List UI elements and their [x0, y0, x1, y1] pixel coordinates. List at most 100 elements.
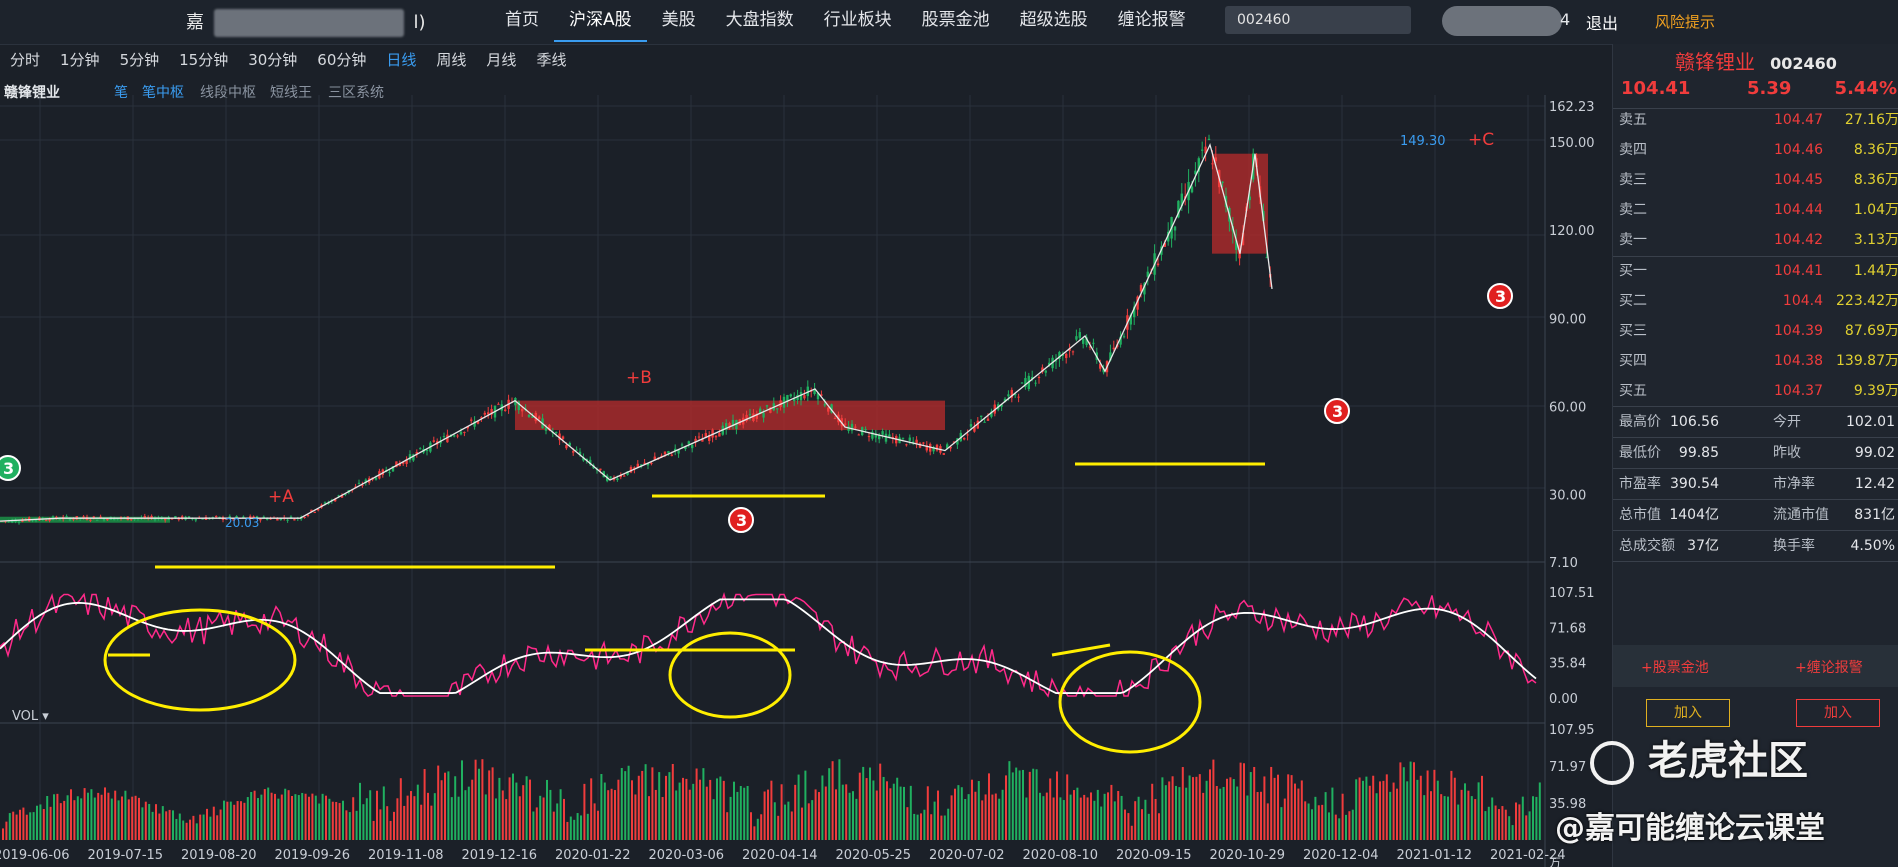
timeframe-tab-5[interactable]: 60分钟	[317, 51, 367, 69]
indicator-toggle-4[interactable]: 三区系统	[328, 85, 384, 101]
candle-body	[643, 462, 646, 464]
volume-bar	[1453, 777, 1456, 840]
volume-bar	[920, 813, 922, 840]
volume-bar	[223, 800, 225, 840]
candle-body	[589, 459, 592, 465]
timeframe-tab-0[interactable]: 分时	[10, 51, 41, 69]
timeframe-tab-6[interactable]: 日线	[386, 51, 417, 69]
candle-body	[483, 412, 486, 415]
candle-body	[619, 474, 622, 478]
volume-bar	[1487, 806, 1490, 840]
nav-item-6[interactable]: 超级选股	[1019, 10, 1088, 30]
nav-item-7[interactable]: 缠论报警	[1117, 10, 1186, 30]
candle-body	[1109, 352, 1112, 361]
tiger-logo-icon	[1590, 741, 1634, 785]
candle-body	[470, 419, 473, 421]
timeframe-tab-9[interactable]: 季线	[536, 51, 567, 69]
volume-bar	[175, 818, 178, 840]
volume-bar	[1079, 797, 1082, 840]
orderbook-price: 104.37	[1774, 383, 1823, 399]
timeframe-tab-3[interactable]: 15分钟	[179, 51, 229, 69]
volume-bar	[192, 815, 195, 840]
candle-body	[1163, 242, 1166, 247]
nav-item-2[interactable]: 美股	[661, 10, 696, 30]
volume-bar	[872, 780, 875, 840]
candle-body	[1150, 272, 1153, 274]
candle-body	[827, 407, 830, 412]
volume-bar	[692, 783, 695, 840]
volume-bar	[705, 786, 708, 840]
orderbook-row: 买四 104.38 139.87万	[1613, 346, 1898, 376]
add-pool-button[interactable]: +股票金池	[1641, 660, 1709, 676]
nav-item-4[interactable]: 行业板块	[823, 10, 892, 30]
candle-body	[150, 515, 153, 518]
volume-bar	[1052, 797, 1055, 840]
timeframe-tab-7[interactable]: 周线	[436, 51, 467, 69]
volume-bar	[127, 799, 130, 840]
volume-bar	[80, 798, 83, 840]
volume-bar	[852, 791, 854, 840]
nav-item-1[interactable]: 沪深A股	[554, 0, 647, 42]
indicator-toggle-1[interactable]: 笔中枢	[142, 85, 184, 101]
risk-link[interactable]: 风险提示	[1655, 13, 1716, 31]
volume-bar	[1277, 774, 1279, 840]
nav-item-3[interactable]: 大盘指数	[725, 10, 794, 30]
volume-bar	[807, 803, 810, 840]
price-chart[interactable]: 162.23150.00120.0090.0060.0030.007.10107…	[0, 95, 1612, 867]
timeframe-tab-4[interactable]: 30分钟	[248, 51, 298, 69]
nav-item-0[interactable]: 首页	[505, 10, 539, 30]
osc-tick: 35.84	[1549, 657, 1586, 672]
indicator-toggle-3[interactable]: 短线王	[270, 85, 312, 101]
candle-body	[820, 394, 823, 396]
volume-bar	[763, 791, 766, 840]
add-button-pool[interactable]: 加入	[1646, 699, 1730, 727]
volume-bar	[110, 798, 113, 840]
nav-item-5[interactable]: 股票金池	[921, 10, 990, 30]
candle-body	[935, 444, 939, 451]
candle-body	[432, 440, 435, 442]
volume-bar	[8, 813, 11, 840]
search-input[interactable]: 002460	[1225, 6, 1411, 34]
volume-bar	[1192, 777, 1194, 840]
timeframe-tab-1[interactable]: 1分钟	[60, 51, 100, 69]
volume-bar	[246, 797, 249, 840]
volume-bar	[1331, 787, 1334, 840]
brand[interactable]: 嘉 l)	[186, 8, 426, 37]
volume-bar	[879, 763, 882, 840]
volume-bar	[318, 803, 321, 840]
timeframe-tab-8[interactable]: 月线	[486, 51, 517, 69]
volume-bar	[311, 793, 314, 840]
volume-bar	[1022, 769, 1024, 840]
add-button-alarm[interactable]: 加入	[1796, 699, 1880, 727]
volume-bar	[909, 785, 912, 840]
volume-bar	[2, 828, 4, 840]
logout-button[interactable]: 退出	[1586, 14, 1619, 33]
candle-body	[881, 431, 884, 435]
volume-bar	[457, 796, 460, 840]
volume-bar	[991, 794, 994, 840]
volume-bar	[212, 806, 215, 840]
candle-body	[1190, 186, 1194, 193]
volume-bar	[1504, 809, 1507, 840]
volume-bar	[947, 808, 950, 840]
indicator-toggle-2[interactable]: 线段中枢	[200, 85, 256, 101]
volume-bar	[202, 814, 205, 840]
add-alarm-button[interactable]: +缠论报警	[1795, 660, 1863, 676]
candle-body	[952, 441, 956, 443]
volume-bar	[586, 813, 589, 840]
indicator-toggle-0[interactable]: 笔	[114, 85, 128, 101]
volume-bar	[1073, 790, 1075, 840]
candle-body	[1180, 193, 1183, 207]
candle-body	[1020, 382, 1024, 384]
volume-bar	[1464, 783, 1466, 840]
candle-body	[725, 423, 728, 430]
candle-body	[398, 463, 401, 466]
volume-bar	[284, 788, 287, 840]
candle-body	[925, 445, 928, 451]
date-tick: 2020-04-14	[742, 848, 818, 863]
candle-body	[266, 518, 269, 520]
avatar[interactable]	[1442, 6, 1562, 36]
volume-bar	[229, 801, 232, 840]
candle-body	[755, 413, 758, 419]
timeframe-tab-2[interactable]: 5分钟	[119, 51, 160, 69]
